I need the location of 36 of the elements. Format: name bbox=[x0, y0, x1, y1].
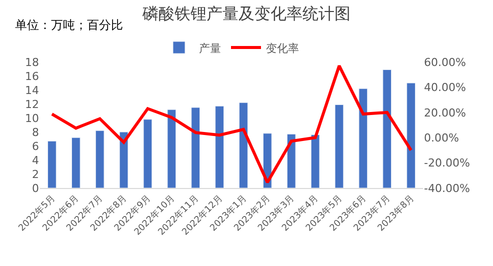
chart-title: 磷酸铁锂产量及变化率统计图 bbox=[142, 4, 350, 24]
bar bbox=[310, 134, 320, 188]
bar bbox=[215, 106, 224, 188]
y2-tick-label: 60.00% bbox=[424, 56, 466, 69]
y-tick-label: 4 bbox=[32, 154, 39, 167]
bar bbox=[71, 137, 80, 188]
y2-tick-label: 20.00% bbox=[424, 106, 466, 120]
y-tick-label: 6 bbox=[32, 140, 39, 153]
y2-tick-label: -20.00% bbox=[424, 156, 470, 170]
y-tick-label: 14 bbox=[25, 84, 39, 97]
text: 单位：万吨；百分比 bbox=[15, 18, 123, 32]
legend-label: 变化率 bbox=[266, 42, 299, 55]
y2-tick-label: -40.00% bbox=[424, 182, 470, 195]
y-tick-label: 16 bbox=[25, 70, 39, 83]
bar bbox=[239, 102, 248, 188]
bar bbox=[167, 109, 176, 188]
bar bbox=[334, 104, 344, 188]
y2-tick-label: 0.00% bbox=[424, 131, 459, 144]
y-tick-label: 8 bbox=[32, 126, 39, 139]
bar bbox=[191, 107, 200, 188]
y-tick-label: 18 bbox=[25, 56, 39, 69]
y2-tick-label: 40.00% bbox=[424, 81, 466, 94]
y-tick-label: 10 bbox=[25, 112, 39, 125]
bar bbox=[358, 88, 368, 188]
bar bbox=[119, 132, 128, 188]
bar bbox=[143, 119, 152, 188]
bar bbox=[48, 140, 56, 188]
legend-label: 产量 bbox=[199, 42, 221, 55]
y-tick-label: 12 bbox=[25, 98, 39, 111]
line-series bbox=[50, 64, 413, 184]
bar bbox=[406, 82, 416, 188]
y-tick-label: 0 bbox=[32, 182, 39, 195]
y-tick-label: 2 bbox=[32, 168, 39, 181]
bar bbox=[95, 130, 104, 188]
bar bbox=[382, 69, 392, 188]
bar bbox=[286, 134, 296, 188]
